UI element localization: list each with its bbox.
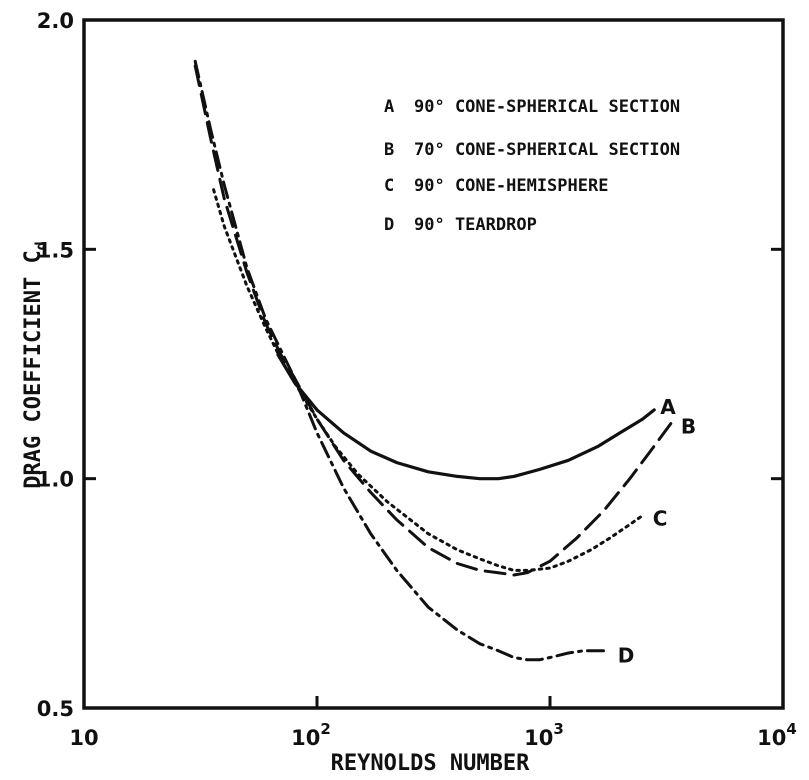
legend-key-d: D [384, 215, 394, 235]
x-tick-label-10e4: 104 [757, 720, 797, 750]
legend-key-a: A [384, 97, 394, 117]
legend-text-b: 70° CONE-SPHERICAL SECTION [414, 140, 680, 160]
x-tick-label-exponent: 3 [553, 720, 563, 738]
series-layer [193, 59, 673, 662]
legend-text-c: 90° CONE-HEMISPHERE [414, 176, 608, 196]
y-tick-label-2.0: 2.0 [37, 9, 74, 33]
series-b-line [193, 64, 673, 577]
x-tick-label-exponent: 4 [786, 720, 796, 738]
x-axis-ticks: 10 102 103 104 [69, 696, 797, 750]
curve-label-d: D [618, 644, 635, 668]
legend-key-c: C [384, 176, 394, 196]
curve-label-c: C [653, 506, 668, 530]
x-tick-label-base: 10 [69, 726, 98, 750]
y-tick-label-0.5: 0.5 [37, 697, 74, 721]
legend: A 90° CONE-SPHERICAL SECTION B 70° CONE-… [384, 97, 680, 235]
y-axis-ticks: 0.5 1.0 1.5 2.0 [37, 9, 783, 721]
plot-frame [82, 18, 785, 710]
legend-text-a: 90° CONE-SPHERICAL SECTION [414, 97, 680, 117]
series-c-line [212, 188, 645, 572]
y-tick-label-1.5: 1.5 [37, 238, 74, 262]
curve-label-b: B [681, 415, 696, 439]
curve-labels: AB C D [618, 395, 696, 668]
legend-text-d: 90° TEARDROP [414, 215, 537, 235]
curve-label-a: A [660, 395, 676, 419]
y-axis-title-main: DRAG COEFFICIENT C [21, 250, 46, 488]
x-tick-label-10e2: 102 [291, 720, 331, 750]
y-tick-label-1.0: 1.0 [37, 468, 74, 492]
x-tick-label-base: 10 [291, 726, 320, 750]
x-tick-label-base: 10 [524, 726, 553, 750]
x-tick-label-base: 10 [757, 726, 786, 750]
series-d-line [193, 59, 606, 662]
y-axis-title: DRAG COEFFICIENT Cd [21, 241, 50, 488]
x-tick-label-10e3: 103 [524, 720, 564, 750]
x-tick-label-10: 10 [69, 726, 98, 750]
y-axis-title-subscript: d [32, 241, 50, 250]
x-axis-title: REYNOLDS NUMBER [331, 751, 530, 776]
x-tick-label-exponent: 2 [320, 720, 330, 738]
series-a-line [276, 353, 656, 481]
legend-key-b: B [384, 140, 394, 160]
